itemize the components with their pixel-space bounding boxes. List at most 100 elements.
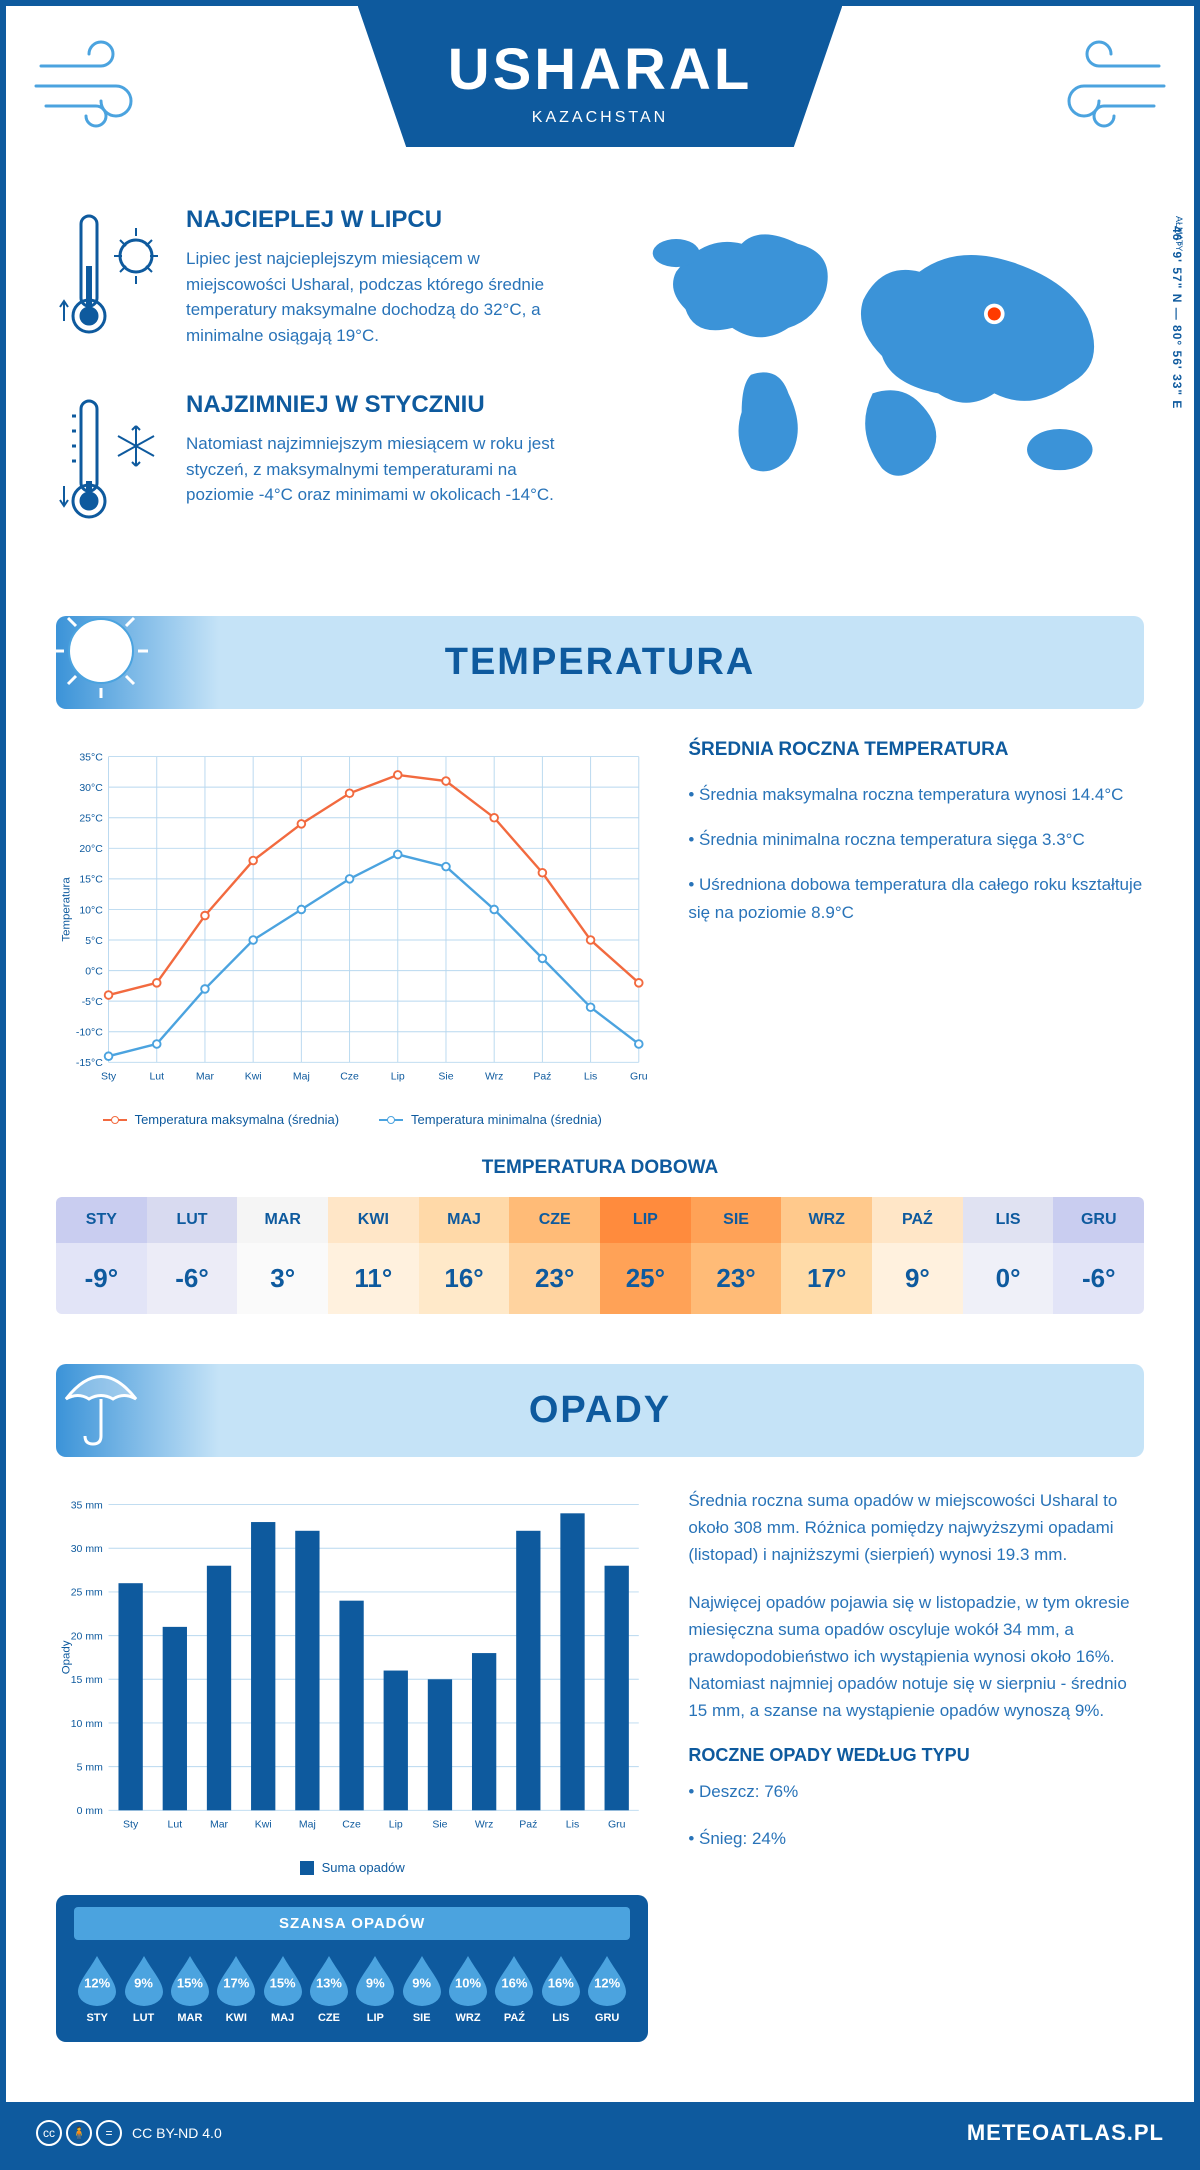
raindrop-icon: 10%: [447, 1954, 489, 2006]
nd-icon: =: [96, 2120, 122, 2146]
precip-paragraph: Średnia roczna suma opadów w miejscowośc…: [688, 1487, 1144, 1569]
precipitation-title: OPADY: [81, 1389, 1119, 1432]
svg-text:30 mm: 30 mm: [71, 1543, 103, 1555]
month-cell: STY -9°: [56, 1197, 147, 1314]
svg-text:Kwi: Kwi: [245, 1071, 262, 1083]
drop-cell: 16% PAŹ: [491, 1954, 537, 2024]
raindrop-icon: 12%: [586, 1954, 628, 2006]
coldest-block: NAJZIMNIEJ W STYCZNIU Natomiast najzimni…: [56, 391, 580, 536]
drop-cell: 10% WRZ: [445, 1954, 491, 2024]
svg-text:Temperatura: Temperatura: [60, 877, 72, 942]
annual-temp-bullet: • Średnia maksymalna roczna temperatura …: [688, 781, 1144, 808]
annual-temp-title: ŚREDNIA ROCZNA TEMPERATURA: [688, 739, 1144, 761]
precip-type-rain: • Deszcz: 76%: [688, 1778, 1144, 1805]
raindrop-icon: 9%: [123, 1954, 165, 2006]
header: USHARAL KAZACHSTAN: [6, 6, 1194, 206]
temperature-body: -15°C-10°C-5°C0°C5°C10°C15°C20°C25°C30°C…: [56, 739, 1144, 1127]
svg-text:5 mm: 5 mm: [77, 1761, 104, 1773]
temperature-section-header: TEMPERATURA: [56, 616, 1144, 709]
site-name: METEOATLAS.PL: [967, 2120, 1164, 2146]
raindrop-icon: 15%: [262, 1954, 304, 2006]
svg-text:Wrz: Wrz: [485, 1071, 503, 1083]
svg-text:Lis: Lis: [584, 1071, 597, 1083]
svg-text:Lut: Lut: [168, 1819, 183, 1831]
legend-max: Temperatura maksymalna (średnia): [103, 1112, 339, 1127]
svg-text:Lip: Lip: [391, 1071, 405, 1083]
drop-cell: 17% KWI: [213, 1954, 259, 2024]
chance-drops-row: 12% STY 9% LUT 15% MAR 17% KWI: [74, 1954, 630, 2024]
annual-temp-bullet: • Uśredniona dobowa temperatura dla całe…: [688, 871, 1144, 925]
legend-sum-label: Suma opadów: [322, 1860, 405, 1875]
daily-temp-strip: STY -9° LUT -6° MAR 3° KWI 11° MAJ 16° C…: [56, 1197, 1144, 1314]
month-cell: KWI 11°: [328, 1197, 419, 1314]
drop-month-label: KWI: [213, 2012, 259, 2024]
svg-text:35°C: 35°C: [79, 751, 103, 763]
umbrella-icon: [46, 1344, 156, 1454]
drop-month-label: LIS: [538, 2012, 584, 2024]
month-cell: LIS 0°: [963, 1197, 1054, 1314]
precipitation-legend: Suma opadów: [56, 1860, 648, 1875]
precip-paragraph: Najwięcej opadów pojawia się w listopadz…: [688, 1589, 1144, 1725]
coldest-title: NAJZIMNIEJ W STYCZNIU: [186, 391, 580, 419]
svg-text:Gru: Gru: [608, 1819, 626, 1831]
svg-text:Maj: Maj: [293, 1071, 310, 1083]
thermometer-cold-icon: [56, 391, 166, 536]
svg-text:Lut: Lut: [149, 1071, 164, 1083]
raindrop-icon: 17%: [215, 1954, 257, 2006]
annual-temp-bullet: • Średnia minimalna roczna temperatura s…: [688, 826, 1144, 853]
drop-month-label: LIP: [352, 2012, 398, 2024]
chance-title: SZANSA OPADÓW: [74, 1907, 630, 1940]
svg-text:15 mm: 15 mm: [71, 1674, 103, 1686]
daily-temp-title: TEMPERATURA DOBOWA: [56, 1157, 1144, 1179]
drop-cell: 13% CZE: [306, 1954, 352, 2024]
drop-month-label: CZE: [306, 2012, 352, 2024]
cc-icon: cc: [36, 2120, 62, 2146]
precip-type-snow: • Śnieg: 24%: [688, 1825, 1144, 1852]
drop-cell: 9% SIE: [399, 1954, 445, 2024]
drop-cell: 12% GRU: [584, 1954, 630, 2024]
month-cell: WRZ 17°: [781, 1197, 872, 1314]
svg-text:-5°C: -5°C: [82, 996, 104, 1008]
drop-cell: 9% LUT: [120, 1954, 166, 2024]
svg-text:Kwi: Kwi: [255, 1819, 272, 1831]
precipitation-section-header: OPADY: [56, 1364, 1144, 1457]
intro-section: NAJCIEPLEJ W LIPCU Lipiec jest najcieple…: [56, 206, 1144, 576]
temperature-legend: Temperatura maksymalna (średnia) Tempera…: [56, 1112, 648, 1127]
drop-month-label: SIE: [399, 2012, 445, 2024]
svg-text:Opady: Opady: [60, 1640, 72, 1674]
drop-month-label: GRU: [584, 2012, 630, 2024]
drop-month-label: LUT: [120, 2012, 166, 2024]
svg-text:Cze: Cze: [342, 1819, 361, 1831]
svg-text:Sty: Sty: [123, 1819, 139, 1831]
footer: cc 🧍 = CC BY-ND 4.0 METEOATLAS.PL: [6, 2102, 1194, 2164]
temperature-line-chart: -15°C-10°C-5°C0°C5°C10°C15°C20°C25°C30°C…: [56, 739, 648, 1099]
legend-min: Temperatura minimalna (średnia): [379, 1112, 602, 1127]
svg-text:0°C: 0°C: [85, 965, 103, 977]
month-cell: MAR 3°: [237, 1197, 328, 1314]
drop-cell: 9% LIP: [352, 1954, 398, 2024]
svg-text:20°C: 20°C: [79, 843, 103, 855]
svg-text:30°C: 30°C: [79, 782, 103, 794]
precipitation-right: Średnia roczna suma opadów w miejscowośc…: [688, 1487, 1144, 2042]
world-map-column: AŁMATY 46° 9' 57" N — 80° 56' 33" E: [620, 206, 1144, 576]
coordinates-label: 46° 9' 57" N — 80° 56' 33" E: [1170, 226, 1184, 409]
city-name: USHARAL: [448, 36, 753, 103]
svg-text:Paź: Paź: [533, 1071, 551, 1083]
svg-text:0 mm: 0 mm: [77, 1805, 104, 1817]
svg-text:15°C: 15°C: [79, 874, 103, 886]
svg-text:Cze: Cze: [340, 1071, 359, 1083]
precip-type-title: ROCZNE OPADY WEDŁUG TYPU: [688, 1745, 1144, 1766]
cc-icons: cc 🧍 =: [36, 2120, 122, 2146]
month-cell: PAŹ 9°: [872, 1197, 963, 1314]
raindrop-icon: 13%: [308, 1954, 350, 2006]
month-cell: GRU -6°: [1053, 1197, 1144, 1314]
footer-license: cc 🧍 = CC BY-ND 4.0: [36, 2120, 222, 2146]
svg-text:35 mm: 35 mm: [71, 1499, 103, 1511]
legend-sum: Suma opadów: [300, 1860, 405, 1875]
svg-text:Lis: Lis: [566, 1819, 579, 1831]
svg-text:Lip: Lip: [389, 1819, 403, 1831]
temperature-title: TEMPERATURA: [81, 641, 1119, 684]
raindrop-icon: 9%: [354, 1954, 396, 2006]
by-icon: 🧍: [66, 2120, 92, 2146]
raindrop-icon: 16%: [493, 1954, 535, 2006]
